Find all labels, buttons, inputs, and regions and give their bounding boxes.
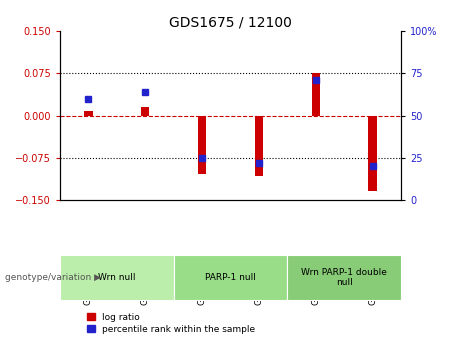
Text: genotype/variation ▶: genotype/variation ▶ <box>5 273 100 282</box>
Text: GSM75885: GSM75885 <box>84 255 93 305</box>
Text: PARP-1 null: PARP-1 null <box>205 273 256 282</box>
Bar <box>254 116 263 176</box>
Legend: log ratio, percentile rank within the sample: log ratio, percentile rank within the sa… <box>88 313 255 334</box>
Title: GDS1675 / 12100: GDS1675 / 12100 <box>169 16 292 30</box>
Bar <box>198 116 207 174</box>
Bar <box>84 111 93 116</box>
Bar <box>312 73 320 116</box>
Bar <box>174 255 287 300</box>
Text: GSM75886: GSM75886 <box>141 255 150 305</box>
Text: Wrn PARP-1 double
null: Wrn PARP-1 double null <box>301 268 387 287</box>
Bar <box>141 107 149 116</box>
Bar <box>287 255 401 300</box>
Text: GSM75986: GSM75986 <box>311 255 320 305</box>
Text: Wrn null: Wrn null <box>98 273 136 282</box>
Text: GSM75987: GSM75987 <box>368 255 377 305</box>
Text: GSM75931: GSM75931 <box>198 255 207 305</box>
Bar <box>368 116 377 190</box>
Text: GSM75985: GSM75985 <box>254 255 263 305</box>
Bar <box>60 255 174 300</box>
